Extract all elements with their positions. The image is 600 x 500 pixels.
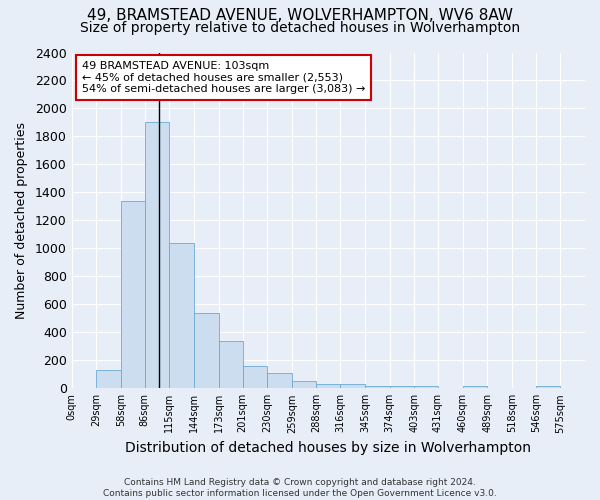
- Bar: [292, 380, 316, 388]
- X-axis label: Distribution of detached houses by size in Wolverhampton: Distribution of detached houses by size …: [125, 441, 532, 455]
- Bar: [340, 384, 365, 388]
- Bar: [242, 366, 267, 388]
- Text: Size of property relative to detached houses in Wolverhampton: Size of property relative to detached ho…: [80, 21, 520, 35]
- Bar: [97, 370, 121, 388]
- Bar: [121, 201, 145, 388]
- Bar: [389, 386, 414, 388]
- Bar: [536, 386, 560, 388]
- Bar: [463, 386, 487, 388]
- Y-axis label: Number of detached properties: Number of detached properties: [15, 122, 28, 319]
- Text: 49, BRAMSTEAD AVENUE, WOLVERHAMPTON, WV6 8AW: 49, BRAMSTEAD AVENUE, WOLVERHAMPTON, WV6…: [87, 8, 513, 22]
- Bar: [316, 384, 340, 388]
- Text: Contains HM Land Registry data © Crown copyright and database right 2024.
Contai: Contains HM Land Registry data © Crown c…: [103, 478, 497, 498]
- Bar: [219, 340, 242, 388]
- Text: 49 BRAMSTEAD AVENUE: 103sqm
← 45% of detached houses are smaller (2,553)
54% of : 49 BRAMSTEAD AVENUE: 103sqm ← 45% of det…: [82, 61, 365, 94]
- Bar: [414, 386, 438, 388]
- Bar: [365, 386, 389, 388]
- Bar: [194, 312, 219, 388]
- Bar: [267, 373, 292, 388]
- Bar: [169, 243, 194, 388]
- Bar: [145, 122, 169, 388]
